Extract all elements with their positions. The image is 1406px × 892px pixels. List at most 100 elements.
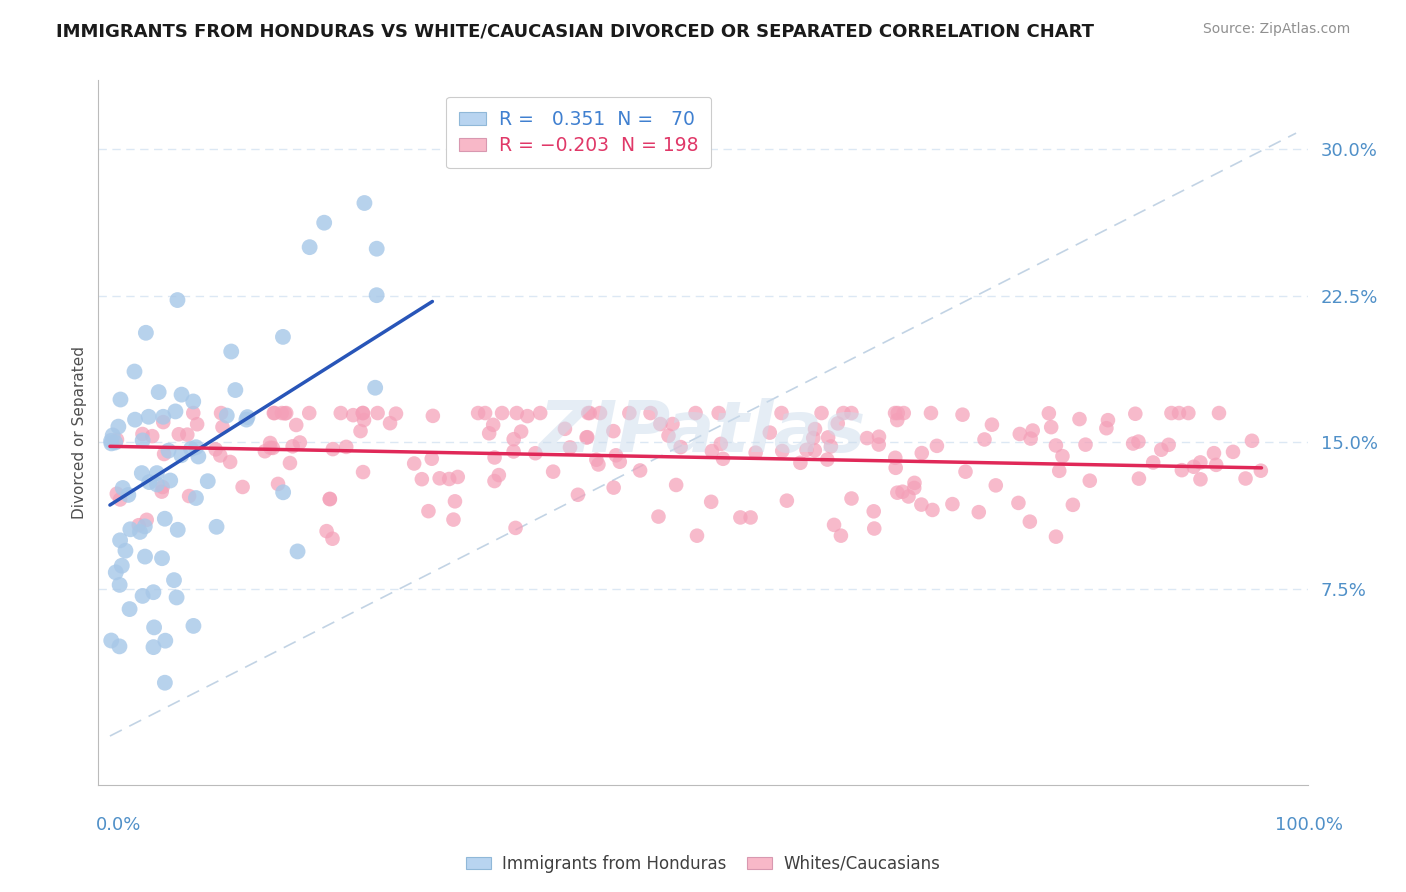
- Point: [567, 488, 589, 502]
- Point: [135, 513, 157, 527]
- Point: [910, 498, 932, 512]
- Point: [1008, 427, 1031, 442]
- Point: [142, 585, 165, 599]
- Point: [1038, 406, 1060, 420]
- Point: [118, 602, 141, 616]
- Point: [925, 439, 948, 453]
- Point: [211, 420, 233, 434]
- Point: [259, 441, 281, 455]
- Point: [576, 430, 599, 444]
- Point: [271, 330, 294, 344]
- Point: [329, 406, 352, 420]
- Point: [152, 415, 174, 429]
- Point: [841, 406, 863, 420]
- Point: [863, 522, 886, 536]
- Point: [276, 406, 298, 420]
- Point: [100, 434, 122, 448]
- Point: [274, 406, 297, 420]
- Point: [1078, 474, 1101, 488]
- Point: [585, 452, 607, 467]
- Point: [1234, 471, 1257, 485]
- Point: [1250, 464, 1272, 478]
- Point: [1074, 437, 1097, 451]
- Point: [259, 436, 281, 450]
- Point: [117, 488, 139, 502]
- Point: [124, 412, 146, 426]
- Point: [366, 242, 388, 256]
- Point: [353, 196, 375, 211]
- Point: [107, 419, 129, 434]
- Point: [1177, 406, 1199, 420]
- Point: [209, 449, 232, 463]
- Point: [602, 424, 624, 438]
- Point: [868, 430, 890, 444]
- Point: [142, 640, 165, 654]
- Legend: R =   0.351  N =   70, R = −0.203  N = 198: R = 0.351 N = 70, R = −0.203 N = 198: [446, 96, 711, 169]
- Point: [589, 406, 612, 420]
- Point: [267, 477, 290, 491]
- Point: [138, 475, 160, 489]
- Point: [1142, 455, 1164, 469]
- Point: [165, 404, 187, 418]
- Point: [1240, 434, 1263, 448]
- Point: [167, 427, 190, 442]
- Point: [166, 523, 188, 537]
- Point: [146, 477, 169, 491]
- Point: [1052, 449, 1074, 463]
- Point: [315, 524, 337, 538]
- Point: [484, 474, 506, 488]
- Point: [955, 465, 977, 479]
- Point: [903, 475, 925, 490]
- Point: [711, 451, 734, 466]
- Point: [422, 409, 444, 423]
- Point: [510, 425, 533, 439]
- Point: [1095, 421, 1118, 435]
- Point: [143, 620, 166, 634]
- Point: [298, 406, 321, 420]
- Point: [131, 466, 153, 480]
- Point: [224, 383, 246, 397]
- Point: [862, 504, 884, 518]
- Point: [105, 487, 128, 501]
- Point: [1045, 438, 1067, 452]
- Point: [204, 442, 226, 457]
- Point: [484, 450, 506, 465]
- Point: [104, 435, 127, 450]
- Point: [884, 406, 907, 420]
- Point: [1122, 436, 1144, 450]
- Point: [418, 504, 440, 518]
- Point: [314, 216, 336, 230]
- Point: [967, 505, 990, 519]
- Point: [730, 510, 752, 524]
- Point: [150, 551, 173, 566]
- Point: [491, 406, 513, 420]
- Point: [215, 409, 238, 423]
- Point: [110, 392, 132, 407]
- Point: [235, 412, 257, 426]
- Point: [789, 456, 811, 470]
- Point: [1062, 498, 1084, 512]
- Point: [474, 406, 496, 420]
- Point: [823, 517, 845, 532]
- Text: 0.0%: 0.0%: [96, 816, 141, 834]
- Point: [841, 491, 863, 506]
- Point: [183, 619, 205, 633]
- Point: [576, 406, 599, 420]
- Point: [700, 444, 723, 458]
- Point: [541, 465, 564, 479]
- Point: [141, 429, 163, 443]
- Point: [322, 442, 344, 456]
- Point: [378, 416, 401, 430]
- Point: [232, 480, 254, 494]
- Point: [131, 589, 153, 603]
- Point: [796, 442, 818, 457]
- Point: [129, 524, 152, 539]
- Point: [131, 427, 153, 442]
- Point: [181, 406, 204, 420]
- Point: [349, 424, 371, 438]
- Point: [177, 489, 200, 503]
- Point: [270, 406, 292, 420]
- Point: [770, 444, 793, 458]
- Point: [353, 413, 375, 427]
- Point: [184, 440, 207, 454]
